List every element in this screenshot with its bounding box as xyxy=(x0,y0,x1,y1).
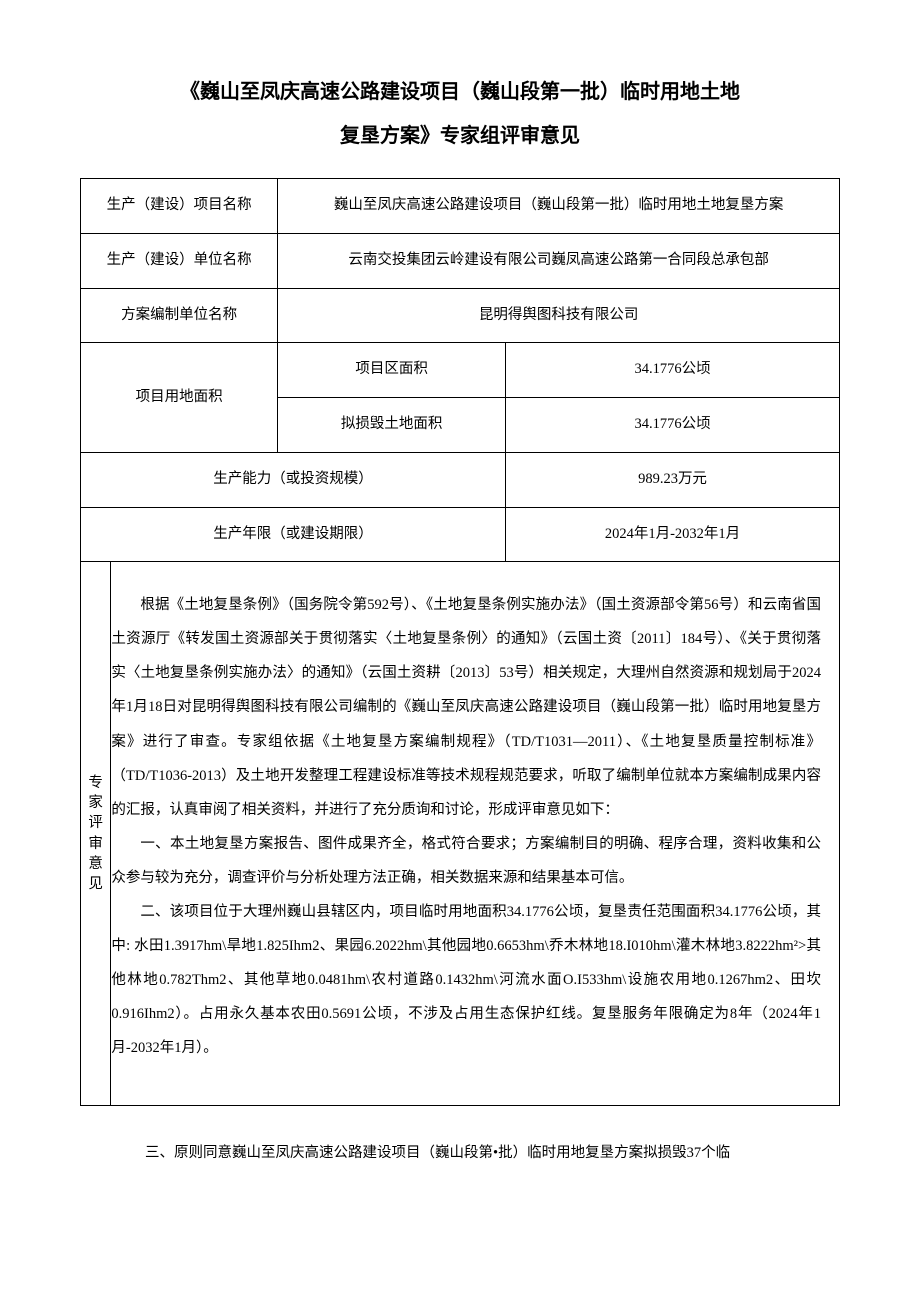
compiler-value: 昆明得舆图科技有限公司 xyxy=(278,288,840,343)
unit-name-label: 生产（建设）单位名称 xyxy=(81,233,278,288)
project-name-value: 巍山至凤庆高速公路建设项目（巍山段第一批）临时用地土地复垦方案 xyxy=(278,179,840,234)
title-line-2: 复垦方案》专家组评审意见 xyxy=(80,114,840,158)
table-row-opinion: 专家评审意见 根据《土地复垦条例》（国务院令第592号）、《土地复垦条例实施办法… xyxy=(81,562,840,1106)
project-area-label: 项目区面积 xyxy=(278,343,506,398)
opinion-body: 根据《土地复垦条例》（国务院令第592号）、《土地复垦条例实施办法》（国土资源部… xyxy=(111,562,840,1106)
unit-name-value: 云南交投集团云岭建设有限公司巍凤高速公路第一合同段总承包部 xyxy=(278,233,840,288)
damaged-area-label: 拟损毁土地面积 xyxy=(278,398,506,453)
damaged-area-value: 34.1776公顷 xyxy=(506,398,840,453)
table-row: 生产年限（或建设期限） 2024年1月-2032年1月 xyxy=(81,507,840,562)
document-title: 《巍山至凤庆高速公路建设项目（巍山段第一批）临时用地土地 复垦方案》专家组评审意… xyxy=(80,70,840,158)
duration-value: 2024年1月-2032年1月 xyxy=(506,507,840,562)
footer-line: 三、原则同意巍山至凤庆高速公路建设项目（巍山段第•批）临时用地复垦方案拟损毁37… xyxy=(80,1136,840,1170)
opinion-paragraph-1: 根据《土地复垦条例》（国务院令第592号）、《土地复垦条例实施办法》（国土资源部… xyxy=(111,588,821,826)
land-area-label: 项目用地面积 xyxy=(81,343,278,453)
opinion-paragraph-2: 一、本土地复垦方案报告、图件成果齐全，格式符合要求；方案编制目的明确、程序合理，… xyxy=(111,827,821,895)
project-area-value: 34.1776公顷 xyxy=(506,343,840,398)
table-row: 生产（建设）项目名称 巍山至凤庆高速公路建设项目（巍山段第一批）临时用地土地复垦… xyxy=(81,179,840,234)
table-row: 生产（建设）单位名称 云南交投集团云岭建设有限公司巍凤高速公路第一合同段总承包部 xyxy=(81,233,840,288)
project-name-label: 生产（建设）项目名称 xyxy=(81,179,278,234)
review-table: 生产（建设）项目名称 巍山至凤庆高速公路建设项目（巍山段第一批）临时用地土地复垦… xyxy=(80,178,840,1106)
table-row: 方案编制单位名称 昆明得舆图科技有限公司 xyxy=(81,288,840,343)
capacity-value: 989.23万元 xyxy=(506,452,840,507)
duration-label: 生产年限（或建设期限） xyxy=(81,507,506,562)
title-line-1: 《巍山至凤庆高速公路建设项目（巍山段第一批）临时用地土地 xyxy=(80,70,840,114)
opinion-label: 专家评审意见 xyxy=(81,562,111,1106)
compiler-label: 方案编制单位名称 xyxy=(81,288,278,343)
table-row: 生产能力（或投资规模） 989.23万元 xyxy=(81,452,840,507)
table-row: 项目用地面积 项目区面积 34.1776公顷 xyxy=(81,343,840,398)
capacity-label: 生产能力（或投资规模） xyxy=(81,452,506,507)
opinion-paragraph-3: 二、该项目位于大理州巍山县辖区内，项目临时用地面积34.1776公顷，复垦责任范… xyxy=(111,895,821,1065)
